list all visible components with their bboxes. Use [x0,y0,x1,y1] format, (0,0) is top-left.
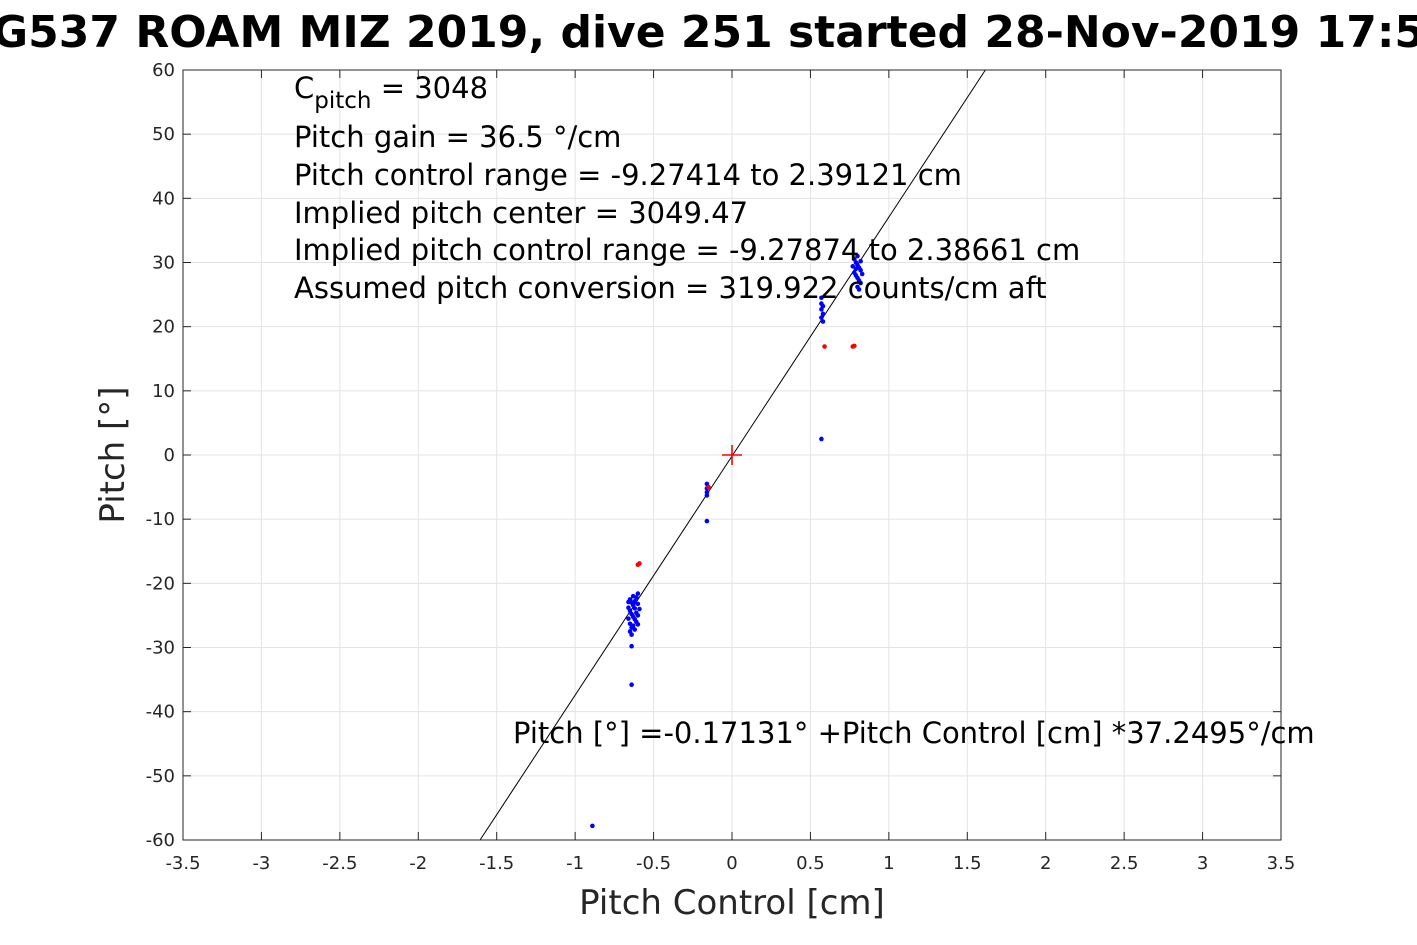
data-point [629,632,634,637]
x-tick-label: 0.5 [796,853,825,874]
data-point [704,493,710,498]
data-point [629,643,634,649]
data-point [858,267,863,273]
data-point [858,280,863,286]
annotation-pitch-gain: Pitch gain = 36.5 °/cm [294,120,621,154]
data-point [630,623,636,628]
data-point [819,315,824,320]
annotation-cpitch: Cpitch = 3048 [294,71,488,114]
y-ticks: 60 50 40 30 20 10 0 -10 -20 -30 -40 -50 -60 [146,60,1281,851]
data-point [850,264,856,269]
x-tick-label: 0 [726,853,737,874]
data-point [819,307,824,312]
y-tick-label: 20 [152,317,175,338]
y-tick-label: -20 [146,573,175,594]
x-tick-label: 2 [1040,853,1051,874]
data-point [629,682,634,688]
center-marker-layer [722,445,742,465]
y-axis-label: Pitch [°] [93,386,133,523]
info-annotations: Cpitch = 3048 Pitch gain = 36.5 °/cm Pit… [294,71,1315,750]
data-point [706,484,711,490]
data-point [819,436,824,442]
data-point [632,599,638,604]
grid [182,69,1282,841]
data-point [635,601,641,607]
y-tick-label: -50 [146,766,175,787]
cpitch-subscript: pitch [314,88,371,114]
data-point [626,599,631,605]
y-tick-label: 30 [152,253,175,274]
data-point [853,266,859,272]
y-tick-label: -10 [146,509,175,530]
x-tick-label: 2.5 [1110,853,1139,874]
annotation-fit-equation: Pitch [°] =-0.17131° +Pitch Control [cm]… [513,716,1315,750]
annotation-implied-range: Implied pitch control range = -9.27874 t… [294,233,1080,267]
x-tick-label: 1.5 [953,853,982,874]
x-ticks: -3.5 -3 -2.5 -2 -1.5 -1 -0.5 0 0.5 1 1.5 2 2.5 3 3.5 [165,70,1295,874]
cpitch-symbol: C [294,71,314,105]
data-point [822,344,827,349]
y-tick-label: 0 [164,445,175,466]
y-tick-label: 40 [152,188,175,209]
data-point [856,287,862,292]
data-point [637,606,642,612]
data-point [630,593,636,599]
data-point [858,258,863,264]
x-tick-label: 3 [1197,853,1208,874]
cpitch-value: = 3048 [371,71,488,105]
y-tick-label: 50 [152,124,175,145]
chart-title: SG537 ROAM MIZ 2019, dive 251 started 28… [0,7,1417,58]
data-point [632,606,638,611]
x-tick-label: -2.5 [322,853,357,874]
data-point [626,616,631,621]
data-point [819,295,824,301]
data-point [820,311,826,317]
annotation-control-range: Pitch control range = -9.27414 to 2.3912… [294,158,962,192]
x-tick-label: 1 [883,853,894,874]
data-points [590,253,865,829]
x-tick-label: -0.5 [636,853,671,874]
data-point [819,301,824,306]
data-point [632,627,638,632]
data-point [704,489,710,495]
data-point [590,823,595,829]
x-tick-label: -1.5 [479,853,514,874]
x-tick-label: 3.5 [1267,853,1296,874]
x-tick-label: -2 [409,853,427,874]
data-point [820,319,826,324]
y-tick-label: 10 [152,381,175,402]
y-tick-label: -30 [146,638,175,659]
annotation-implied-center: Implied pitch center = 3049.47 [294,196,748,230]
x-tick-label: -3.5 [165,853,200,874]
y-tick-label: -60 [146,830,175,851]
data-point [635,562,641,568]
data-point [704,518,710,524]
x-axis-label: Pitch Control [cm] [579,883,885,923]
x-tick-label: -3 [252,853,270,874]
data-point [855,253,860,259]
annotation-conversion: Assumed pitch conversion = 319.922 count… [294,271,1047,305]
y-tick-label: 60 [152,60,175,81]
data-point [635,622,641,627]
x-tick-label: -1 [566,853,584,874]
y-tick-label: -40 [146,702,175,723]
data-point [635,613,641,618]
data-point [859,271,865,277]
data-point [852,343,857,349]
data-point [635,591,641,596]
